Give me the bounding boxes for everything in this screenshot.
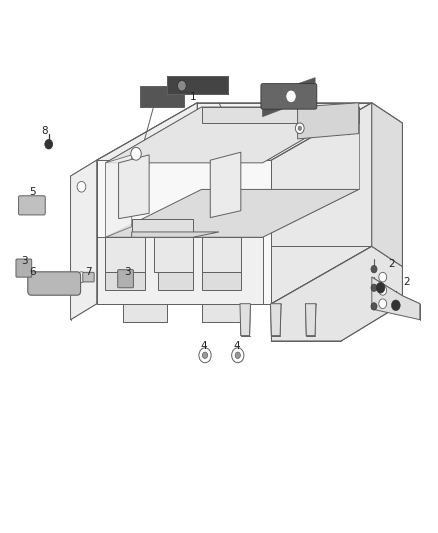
- Circle shape: [232, 348, 244, 363]
- FancyBboxPatch shape: [28, 272, 81, 295]
- Polygon shape: [201, 237, 241, 272]
- Circle shape: [177, 80, 186, 91]
- Polygon shape: [372, 277, 420, 320]
- Polygon shape: [119, 155, 149, 219]
- Circle shape: [131, 148, 141, 160]
- Polygon shape: [123, 304, 166, 322]
- Polygon shape: [201, 107, 359, 123]
- Circle shape: [235, 352, 240, 359]
- Polygon shape: [106, 237, 145, 272]
- Polygon shape: [201, 272, 241, 290]
- Polygon shape: [271, 304, 281, 336]
- Circle shape: [371, 265, 377, 273]
- FancyBboxPatch shape: [16, 259, 32, 277]
- Text: 6: 6: [29, 267, 35, 277]
- Polygon shape: [240, 304, 251, 336]
- Circle shape: [45, 140, 53, 149]
- Polygon shape: [141, 86, 184, 107]
- Text: 8: 8: [41, 126, 48, 136]
- Polygon shape: [97, 237, 263, 304]
- Polygon shape: [71, 160, 97, 320]
- Polygon shape: [153, 237, 193, 272]
- Circle shape: [77, 272, 86, 282]
- Text: 5: 5: [29, 187, 35, 197]
- Circle shape: [295, 123, 304, 134]
- Text: 7: 7: [85, 267, 92, 277]
- FancyBboxPatch shape: [261, 84, 317, 109]
- Text: 3: 3: [124, 267, 131, 277]
- Polygon shape: [166, 76, 228, 94]
- Polygon shape: [106, 189, 359, 237]
- Polygon shape: [201, 304, 245, 322]
- Circle shape: [379, 272, 387, 282]
- Text: 2: 2: [403, 278, 410, 287]
- Polygon shape: [372, 103, 403, 266]
- Text: 4: 4: [201, 341, 207, 351]
- Text: 3: 3: [21, 256, 28, 266]
- FancyBboxPatch shape: [18, 196, 45, 215]
- Circle shape: [371, 284, 377, 292]
- Polygon shape: [263, 78, 315, 117]
- Circle shape: [379, 299, 387, 309]
- Circle shape: [376, 282, 385, 293]
- Circle shape: [379, 286, 387, 295]
- Polygon shape: [272, 103, 372, 304]
- Polygon shape: [106, 107, 359, 163]
- Polygon shape: [297, 103, 359, 139]
- Circle shape: [298, 126, 301, 131]
- Circle shape: [371, 303, 377, 310]
- Polygon shape: [210, 152, 241, 217]
- Polygon shape: [106, 155, 132, 237]
- Polygon shape: [97, 103, 197, 304]
- Polygon shape: [305, 304, 316, 336]
- Circle shape: [77, 181, 86, 192]
- Polygon shape: [97, 160, 272, 304]
- Text: 1: 1: [190, 92, 196, 102]
- Polygon shape: [132, 219, 193, 237]
- Polygon shape: [132, 232, 219, 237]
- Polygon shape: [106, 272, 145, 290]
- Circle shape: [286, 90, 296, 103]
- FancyBboxPatch shape: [118, 270, 134, 288]
- Circle shape: [202, 352, 208, 359]
- Polygon shape: [97, 103, 372, 160]
- Polygon shape: [158, 272, 193, 290]
- Text: 2: 2: [388, 259, 395, 269]
- Circle shape: [199, 348, 211, 363]
- Text: 4: 4: [233, 341, 240, 351]
- Polygon shape: [272, 246, 403, 341]
- FancyBboxPatch shape: [83, 272, 94, 282]
- Circle shape: [392, 300, 400, 311]
